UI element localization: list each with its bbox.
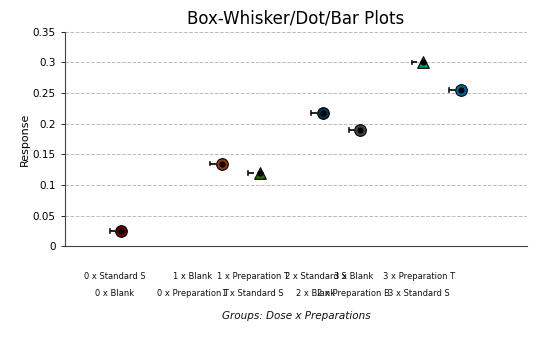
Y-axis label: Response: Response	[19, 112, 30, 166]
Text: 1 x Blank: 1 x Blank	[173, 272, 213, 281]
Point	[218, 161, 226, 166]
Text: Groups: Dose x Preparations: Groups: Dose x Preparations	[222, 311, 370, 321]
Text: 2 x Preparation B: 2 x Preparation B	[317, 289, 390, 298]
Point	[117, 228, 126, 234]
Point	[218, 161, 226, 166]
Text: 0 x Blank: 0 x Blank	[95, 289, 134, 298]
Text: 3 x Standard S: 3 x Standard S	[388, 289, 450, 298]
Point	[457, 87, 465, 93]
Text: 3 x Preparation T: 3 x Preparation T	[383, 272, 455, 281]
Point	[318, 111, 327, 116]
Point	[356, 127, 365, 133]
Point	[356, 127, 365, 133]
Point	[117, 228, 126, 234]
Text: 0 x Standard S: 0 x Standard S	[84, 272, 146, 281]
Point	[318, 111, 327, 116]
Point	[419, 59, 428, 65]
Point	[256, 170, 264, 176]
Text: 2 x Blank: 2 x Blank	[296, 289, 336, 298]
Title: Box-Whisker/Dot/Bar Plots: Box-Whisker/Dot/Bar Plots	[187, 10, 405, 27]
Point	[419, 59, 428, 65]
Point	[256, 170, 264, 176]
Text: 1 x Preparation T: 1 x Preparation T	[217, 272, 289, 281]
Text: 1 x Standard S: 1 x Standard S	[222, 289, 284, 298]
Point	[457, 87, 465, 93]
Text: 3 x Blank: 3 x Blank	[334, 272, 373, 281]
Text: 0 x Preparation T: 0 x Preparation T	[157, 289, 229, 298]
Text: 2 x Standard S: 2 x Standard S	[285, 272, 347, 281]
